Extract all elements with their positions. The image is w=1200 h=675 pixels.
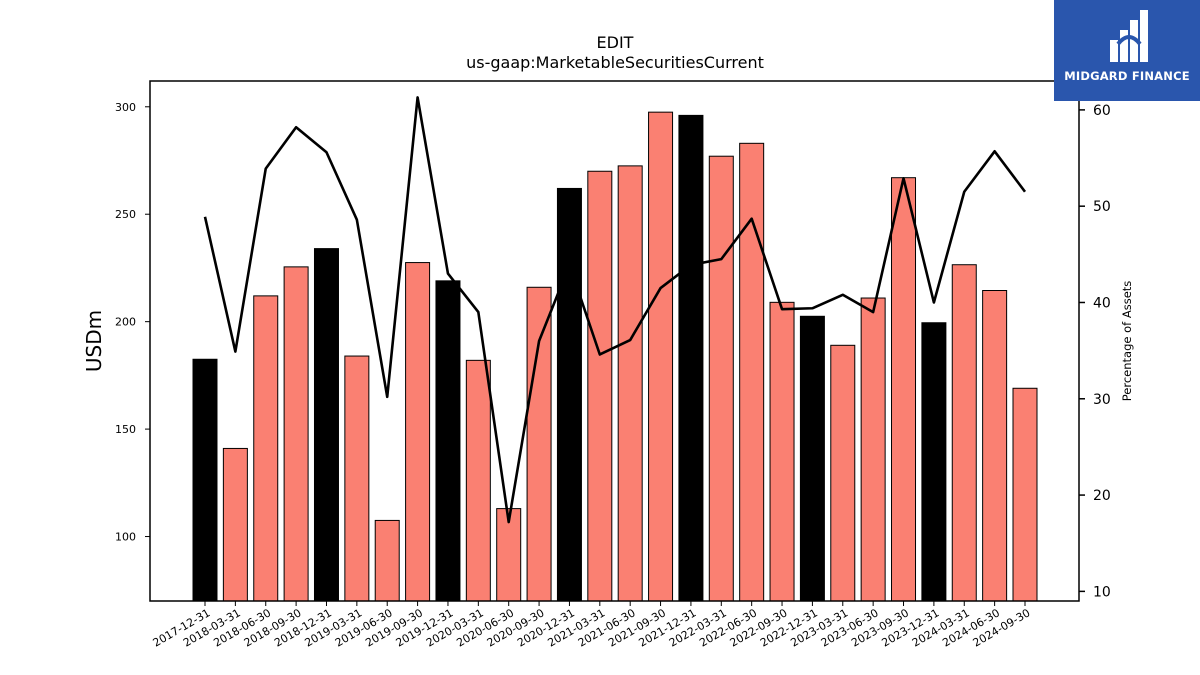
right-tick-label: 10 — [1093, 584, 1111, 600]
bar-2021-09-30 — [648, 111, 674, 602]
bar-2017-12-31 — [192, 358, 218, 602]
right-tick-label: 30 — [1093, 392, 1111, 408]
bar-2023-03-31 — [830, 344, 856, 602]
left-tick-label: 100 — [115, 531, 136, 544]
bar-2023-09-30 — [891, 177, 917, 602]
bar-2019-06-30 — [374, 519, 400, 602]
bar-2022-09-30 — [769, 301, 795, 602]
right-tick-label: 40 — [1093, 295, 1111, 311]
bar-2018-06-30 — [253, 295, 279, 602]
bar-2024-09-30 — [1012, 387, 1038, 602]
percentage-line — [203, 96, 1027, 524]
bar-2020-06-30 — [496, 508, 522, 602]
bar-2021-12-31 — [678, 114, 704, 602]
bar-2019-03-31 — [344, 355, 370, 602]
right-tick-label: 60 — [1093, 103, 1111, 119]
midgard-logo-icon — [1110, 10, 1148, 62]
left-tick-label: 200 — [115, 316, 136, 329]
left-axis-ticks: 100 150 200 250 300 — [115, 101, 150, 544]
left-tick-label: 300 — [115, 101, 136, 114]
bar-2022-03-31 — [708, 155, 734, 602]
bar-2020-03-31 — [465, 359, 491, 602]
right-tick-label: 50 — [1093, 199, 1111, 215]
bar-2023-06-30 — [860, 297, 886, 602]
y-axis-label: USDm — [82, 310, 106, 372]
right-tick-label: 20 — [1093, 488, 1111, 504]
bar-2022-12-31 — [799, 315, 825, 602]
bar-2020-09-30 — [526, 286, 552, 602]
bar-2018-12-31 — [313, 248, 339, 602]
bar-2018-09-30 — [283, 266, 309, 602]
plot-frame — [149, 80, 1080, 602]
left-tick-label: 250 — [115, 208, 136, 221]
chart-subtitle: us-gaap:MarketableSecuritiesCurrent — [466, 53, 764, 72]
chart-title: EDIT — [597, 33, 634, 52]
bar-2020-12-31 — [556, 187, 582, 602]
y2-axis-label: Percentage of Assets — [1120, 281, 1134, 402]
bar-2019-12-31 — [435, 280, 461, 602]
right-axis-ticks: 10 20 30 40 50 60 — [1079, 103, 1111, 600]
bar-group — [192, 111, 1038, 602]
left-tick-label: 150 — [115, 423, 136, 436]
bar-2019-09-30 — [405, 262, 431, 602]
line-group — [203, 96, 1027, 524]
bar-2023-12-31 — [921, 322, 947, 602]
bar-2021-03-31 — [587, 170, 613, 602]
bar-2018-03-31 — [222, 447, 248, 602]
bar-2021-06-30 — [617, 165, 643, 602]
brand-name: MIDGARD FINANCE — [1064, 69, 1190, 83]
bar-2022-06-30 — [739, 142, 765, 602]
bar-2024-03-31 — [951, 264, 977, 602]
x-axis-ticks: 2017-12-312018-03-312018-06-302018-09-30… — [151, 601, 1033, 650]
bar-2024-06-30 — [982, 290, 1008, 602]
brand-logo: MIDGARD FINANCE — [1054, 0, 1200, 101]
